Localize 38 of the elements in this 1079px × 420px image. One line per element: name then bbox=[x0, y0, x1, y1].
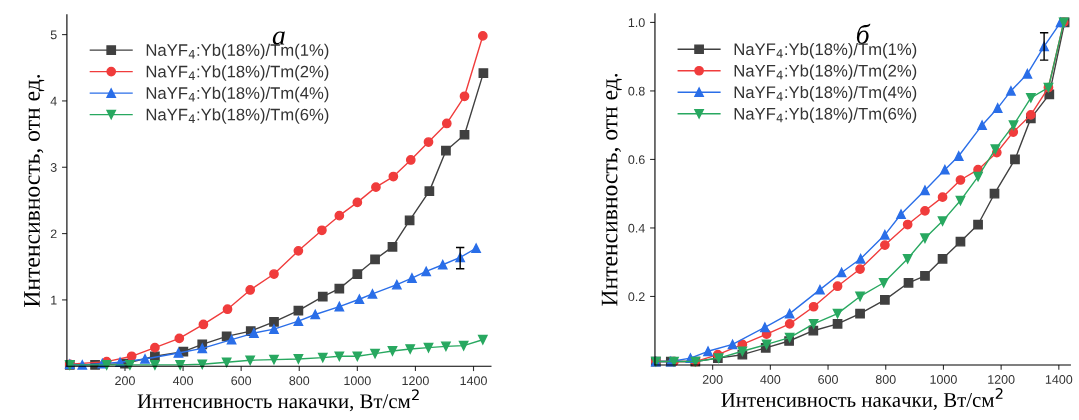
x-tick-label: 1200 bbox=[988, 375, 1015, 384]
legend-label: NaYF$_{4}$:Yb(18%)/Tm(2%) bbox=[734, 64, 917, 80]
y-tick-label: 5 bbox=[50, 30, 57, 40]
x-axis-title: Интенсивность накачки, Вт/см$^{2}$ bbox=[721, 388, 1003, 411]
x-tick-label: 400 bbox=[172, 376, 194, 386]
y-axis-title: Интенсивность, отн ед. bbox=[601, 73, 622, 306]
y-tick-label: 3 bbox=[50, 163, 57, 172]
x-axis-title: Интенсивность накачки, Вт/см$^{2}$ bbox=[137, 389, 419, 412]
y-tick-label: 0.2 bbox=[628, 292, 645, 302]
x-tick-label: 800 bbox=[875, 375, 896, 384]
y-tick-label: 0.8 bbox=[628, 86, 645, 96]
legend-label: NaYF$_{4}$:Yb(18%)/Tm(4%) bbox=[734, 85, 917, 102]
x-tick-label: 1400 bbox=[460, 376, 487, 386]
y-tick-label: 1.0 bbox=[628, 18, 645, 28]
y-tick-label: 1 bbox=[51, 295, 57, 305]
x-tick-label: 600 bbox=[231, 376, 252, 386]
x-tick-label: 1200 bbox=[402, 376, 429, 386]
x-tick-label: 400 bbox=[760, 375, 781, 384]
legend-label: NaYF$_{4}$:Yb(18%)/Tm(4%) bbox=[146, 86, 329, 103]
x-tick-label: 200 bbox=[702, 375, 723, 384]
x-tick-label: 1400 bbox=[1045, 375, 1073, 384]
y-axis-title: Интенсивность, отн ед. bbox=[24, 74, 45, 307]
x-tick-label: 200 bbox=[115, 376, 135, 386]
legend-label: NaYF$_{4}$:Yb(18%)/Tm(1%) bbox=[734, 42, 917, 59]
x-tick-label: 600 bbox=[818, 375, 838, 384]
y-tick-label: 0.6 bbox=[628, 155, 645, 165]
legend-label: NaYF$_{4}$:Yb(18%)/Tm(6%) bbox=[734, 107, 917, 123]
legend-label: NaYF$_{4}$:Yb(18%)/Tm(6%) bbox=[146, 108, 329, 124]
x-tick-label: 1000 bbox=[930, 375, 957, 384]
y-tick-label: 2 bbox=[50, 229, 57, 239]
y-tick-label: 0.4 bbox=[628, 223, 645, 233]
chart-title: а bbox=[272, 31, 285, 45]
legend-label: NaYF$_{4}$:Yb(18%)/Tm(2%) bbox=[146, 65, 329, 81]
x-tick-label: 1000 bbox=[344, 376, 371, 386]
chart-title: б bbox=[856, 23, 871, 44]
y-tick-label: 4 bbox=[50, 96, 57, 106]
legend-label: NaYF$_{4}$:Yb(18%)/Tm(1%) bbox=[146, 43, 329, 60]
x-tick-label: 800 bbox=[289, 376, 310, 386]
